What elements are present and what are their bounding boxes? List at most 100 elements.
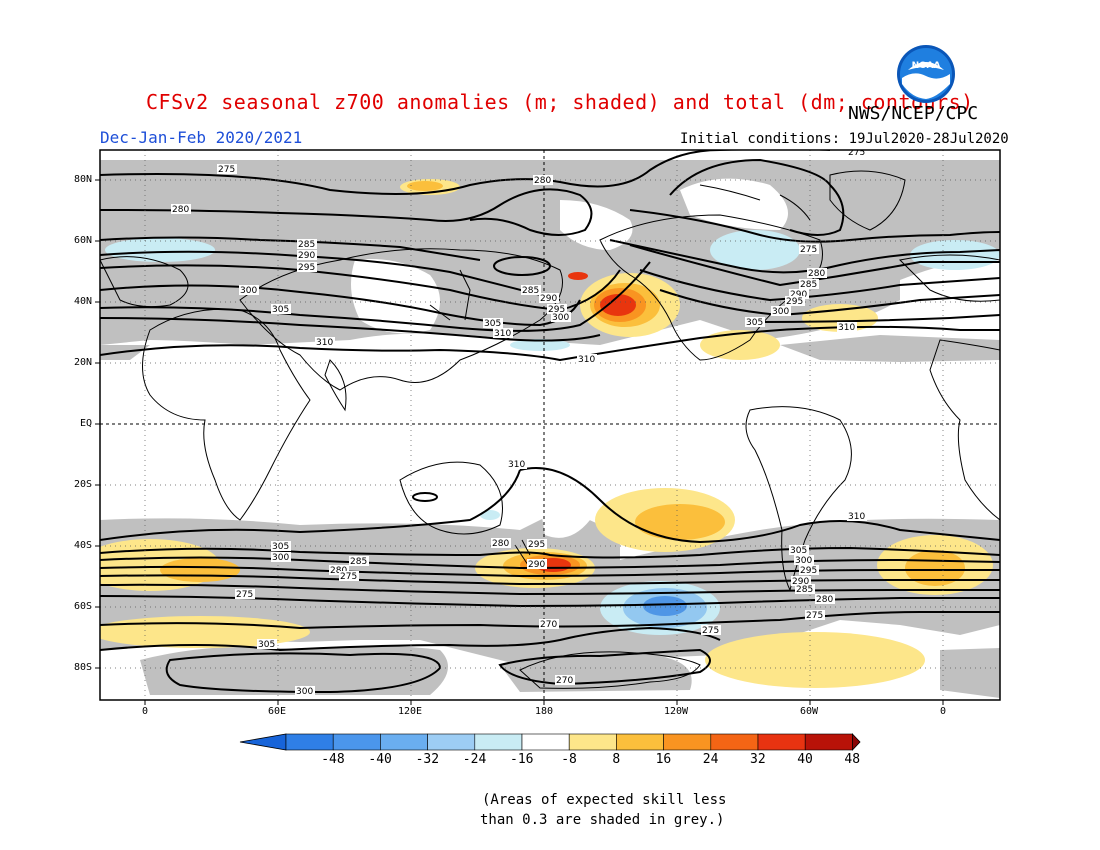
contour-label-bg: [807, 268, 827, 278]
contour-label: 285: [522, 286, 539, 296]
contour-label-bg: [795, 584, 815, 594]
contour-label: 295: [800, 566, 817, 576]
colorbar-segment: [663, 733, 712, 751]
contour-label: 300: [296, 687, 313, 697]
contour-label: 305: [272, 542, 289, 552]
contour-label-bg: [521, 285, 541, 295]
contour-label-bg: [349, 556, 369, 566]
contour-label-bg: [799, 279, 819, 289]
contour-label: 300: [795, 556, 812, 566]
contour-label-bg: [527, 559, 547, 569]
contour-label-bg: [805, 610, 825, 620]
contour-label: 310: [494, 329, 511, 339]
contour-label-bg: [271, 304, 291, 314]
contour-label-bg: [297, 250, 317, 260]
contour-label: 310: [508, 460, 525, 470]
colorbar-tick-label: 32: [750, 752, 766, 767]
colorbar-segment: [427, 733, 476, 751]
contour-label-bg: [483, 318, 503, 328]
colorbar-segment: [474, 733, 523, 751]
colorbar-tick-label: -40: [368, 752, 392, 767]
contour-label: 300: [272, 553, 289, 563]
contour-label: 290: [298, 251, 315, 261]
contour-label: 305: [484, 319, 501, 329]
lon-label-120w: 120W: [664, 706, 689, 717]
contour-label-bg: [745, 317, 765, 327]
colorbar-segment: [380, 733, 428, 751]
contour-label: 310: [838, 323, 855, 333]
contour-label: 270: [556, 676, 573, 686]
colorbar-segment: [616, 733, 664, 751]
contour-label: 290: [792, 577, 809, 587]
colorbar-tick-label: -32: [415, 752, 440, 767]
contour-label-bg: [235, 589, 255, 599]
footnote-line-1: (Areas of expected skill less: [482, 792, 727, 808]
colorbar-tick-label: -24: [462, 752, 487, 767]
contour-label: 295: [528, 540, 545, 550]
contour-label-bg: [547, 304, 567, 314]
contour-label-bg: [555, 675, 575, 685]
contour-label: 305: [272, 305, 289, 315]
reference-lines: [100, 150, 1000, 700]
contour-label: 310: [848, 512, 865, 522]
lon-label-120e: 120E: [398, 706, 423, 717]
colorbar-tick-label: -8: [561, 752, 577, 767]
lon-label-0-east: 0: [940, 706, 947, 717]
contour-label-bg: [551, 312, 571, 322]
contour-label-bg: [171, 204, 191, 214]
colorbar-segment: [757, 733, 806, 751]
contour-label-bg: [701, 625, 721, 635]
contour-label-bg: [785, 296, 805, 306]
lat-label-60n: 60N: [74, 235, 93, 246]
contour-label-bg: [491, 538, 511, 548]
colorbar-tick-label: 16: [655, 752, 672, 767]
contour-label-bg: [271, 541, 291, 551]
contour-label-bg: [239, 285, 259, 295]
contour-label-bg: [297, 239, 317, 249]
contour-label: 295: [786, 297, 803, 307]
season-label: Dec-Jan-Feb 2020/2021: [100, 128, 303, 147]
contour-label: 290: [540, 294, 557, 304]
colorbar-arrow-right: [852, 732, 861, 752]
contour-label: 285: [298, 240, 315, 250]
grid-lines: [100, 150, 1000, 700]
lat-label-60s: 60S: [74, 601, 93, 612]
lon-label-180: 180: [535, 706, 554, 717]
lon-label-0: 0: [142, 706, 149, 717]
contour-label-bg: [533, 175, 553, 185]
map-title: CFSv2 seasonal z700 anomalies (m; shaded…: [146, 90, 974, 114]
colorbar: [239, 732, 861, 752]
contour-label: 275: [702, 626, 719, 636]
contour-label: 280: [330, 566, 347, 576]
contour-label-bg: [837, 322, 857, 332]
contour-label-bg: [339, 571, 359, 581]
contour-label: 300: [240, 286, 257, 296]
contour-label: 280: [808, 269, 825, 279]
contour-label-bg: [271, 552, 291, 562]
contour-label: 275: [806, 611, 823, 621]
lat-label-eq: EQ: [80, 418, 93, 429]
contour-label: 290: [790, 290, 807, 300]
contour-label-bg: [799, 565, 819, 575]
contour-label-bg: [791, 576, 811, 586]
contour-label-bg: [771, 306, 791, 316]
logo-text: NOAA: [912, 61, 941, 71]
contour-label: 280: [816, 595, 833, 605]
coastlines: [100, 170, 1000, 689]
contour-label-bg: [297, 262, 317, 272]
contour-label-bg: [315, 337, 335, 347]
contour-label: 290: [528, 560, 545, 570]
initial-conditions-label: Initial conditions: 19Jul2020-28Jul2020: [680, 131, 1009, 147]
lat-label-40n: 40N: [74, 296, 93, 307]
contour-label-bg: [539, 619, 559, 629]
contour-label: 295: [548, 305, 565, 315]
contour-label-bg: [847, 150, 867, 157]
contour-label: 275: [236, 590, 253, 600]
colorbar-segment: [521, 733, 570, 751]
lat-label-20n: 20N: [74, 357, 93, 368]
contour-label: 310: [578, 355, 595, 365]
noaa-logo: NOAA: [897, 45, 955, 103]
lon-label-60e: 60E: [268, 706, 287, 717]
contour-label: 300: [552, 313, 569, 323]
